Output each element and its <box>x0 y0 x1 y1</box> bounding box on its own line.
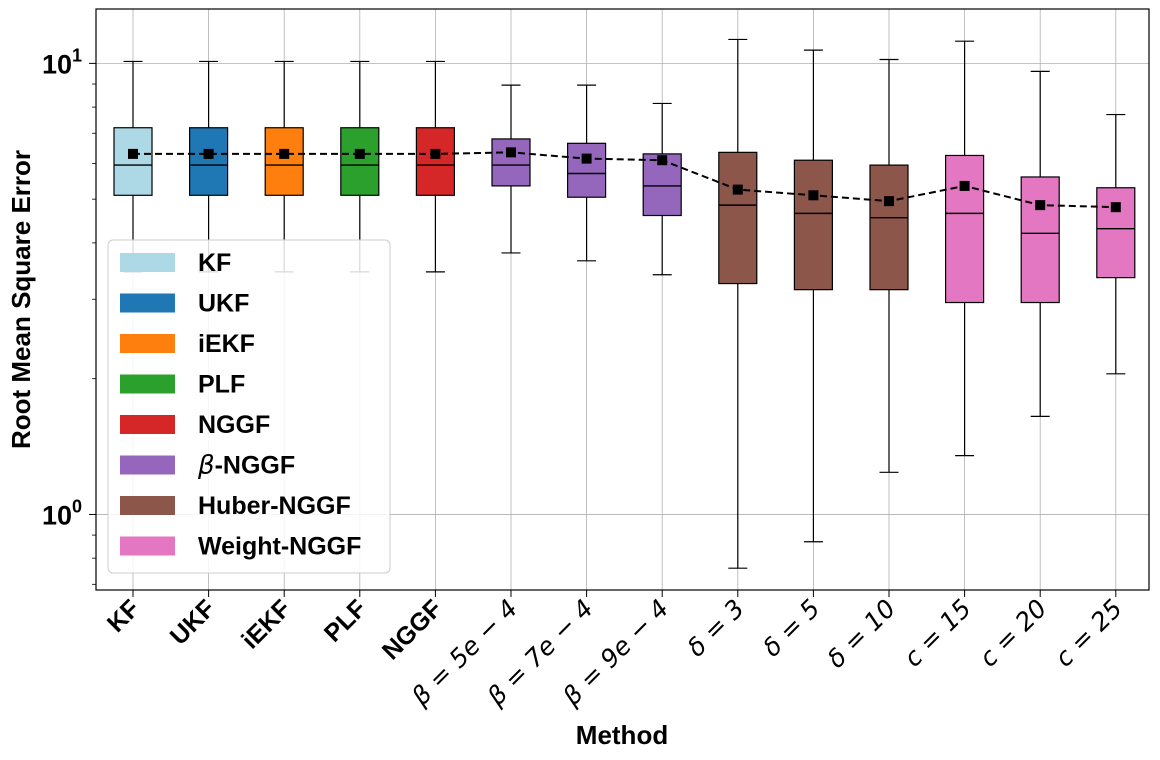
mean-marker <box>808 190 819 201</box>
box-iqr <box>944 154 985 304</box>
mean-line <box>133 151 1116 209</box>
x-tick-label: KF <box>102 594 145 637</box>
legend-swatch <box>120 496 175 515</box>
legend-label: β-NGGF <box>197 451 295 481</box>
legend-item: Huber-NGGF <box>120 492 351 520</box>
mean-marker <box>279 148 290 159</box>
legend-swatch <box>120 536 175 556</box>
box-iqr <box>718 151 758 285</box>
mean-marker <box>581 153 592 164</box>
legend-item: Weight-NGGF <box>120 533 361 561</box>
box-iqr <box>415 127 455 196</box>
legend-label: PLF <box>198 371 245 399</box>
box-iqr <box>264 127 304 196</box>
legend-swatch <box>120 374 175 394</box>
mean-marker <box>506 147 516 158</box>
x-tick-label: δ = 5 <box>757 594 826 663</box>
legend-swatch <box>120 293 175 313</box>
box-9 <box>793 49 834 543</box>
x-tick-label: δ = 3 <box>681 594 750 663</box>
box-6 <box>566 84 607 262</box>
mean-marker <box>959 180 970 191</box>
legend-label: UKF <box>198 290 249 318</box>
box-11 <box>944 40 985 457</box>
x-tick-label: PLF <box>319 594 372 647</box>
legend-swatch <box>120 253 175 272</box>
legend-item: PLF <box>120 371 245 399</box>
mean-marker <box>657 155 668 166</box>
box-8 <box>718 38 758 569</box>
legend-label: Weight-NGGF <box>198 533 361 561</box>
box-10 <box>869 58 909 473</box>
y-tick-label: 100 <box>42 496 82 530</box>
mean-marker <box>1035 200 1046 211</box>
x-tick-label: c = 25 <box>1049 594 1128 673</box>
box-iqr <box>793 159 834 291</box>
box-4 <box>415 60 455 273</box>
box-layer <box>113 38 1136 569</box>
box-iqr <box>340 127 380 196</box>
mean-marker <box>1110 202 1121 213</box>
mean-marker <box>203 148 214 159</box>
x-tick-label: NGGF <box>377 594 448 665</box>
box-iqr <box>869 164 909 291</box>
legend-item: iEKF <box>120 330 255 358</box>
legend-label: iEKF <box>198 330 255 358</box>
mean-marker <box>884 196 894 207</box>
box-1 <box>189 60 229 273</box>
legend-label: Huber-NGGF <box>198 492 351 520</box>
box-iqr <box>189 127 229 196</box>
box-iqr <box>1020 176 1060 304</box>
mean-marker <box>128 148 138 159</box>
box-iqr <box>113 127 153 196</box>
legend-label: KF <box>198 249 231 277</box>
legend-swatch <box>120 415 175 434</box>
box-0 <box>113 60 153 273</box>
y-axis: 100 101 <box>42 45 96 585</box>
x-tick-label: iEKF <box>236 594 296 654</box>
x-tick-label: UKF <box>165 594 221 650</box>
legend-item: KF <box>120 249 231 277</box>
legend-frame <box>107 239 391 574</box>
box-13 <box>1096 113 1136 375</box>
mean-marker <box>354 148 365 159</box>
y-tick-label: 101 <box>42 45 82 79</box>
x-tick-label: c = 20 <box>974 594 1053 673</box>
box-5 <box>491 84 531 254</box>
legend-item: β-NGGF <box>120 451 295 481</box>
mean-layer <box>128 147 1121 213</box>
legend-item: UKF <box>120 290 249 318</box>
legend-item: NGGF <box>120 411 270 439</box>
legend: KF UKF iEKF PLF NGGF β-NGGF Huber-NGGF Weight-N… <box>107 239 391 574</box>
box-iqr <box>1096 187 1136 279</box>
x-tick-label: δ = 10 <box>821 594 901 674</box>
box-12 <box>1020 70 1060 417</box>
x-axis-label: Method <box>576 720 668 750</box>
legend-swatch <box>120 334 175 353</box>
box-iqr <box>566 142 607 198</box>
mean-marker <box>430 148 441 159</box>
mean-marker <box>732 184 743 195</box>
box-iqr <box>491 138 531 187</box>
legend-swatch <box>120 455 175 475</box>
legend-label: NGGF <box>198 411 270 439</box>
x-tick-label: c = 15 <box>898 594 977 673</box>
y-axis-label: Root Mean Square Error <box>6 150 36 449</box>
box-7 <box>642 102 682 276</box>
